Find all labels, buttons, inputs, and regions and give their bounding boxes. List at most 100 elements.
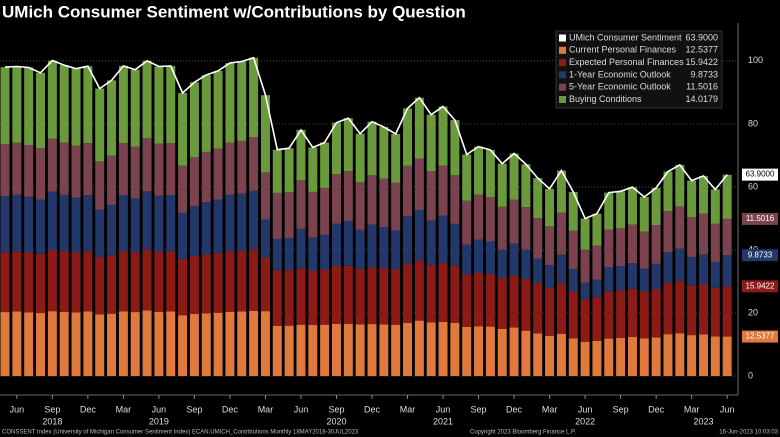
bar-segment — [130, 252, 140, 313]
x-tick-label: Jun — [294, 404, 309, 414]
bar-segment — [651, 187, 661, 226]
bar-segment — [568, 230, 578, 269]
bar-segment — [249, 249, 259, 311]
bar-segment — [71, 197, 81, 253]
bar-segment — [225, 194, 235, 252]
bar-segment — [0, 144, 10, 197]
bar-segment — [260, 172, 270, 220]
bar-segment — [687, 217, 697, 257]
bar-segment — [627, 263, 637, 289]
bar-segment — [355, 324, 365, 377]
bar-segment — [651, 225, 661, 264]
bar-segment — [675, 164, 685, 207]
bar-segment — [284, 238, 294, 271]
bar-segment — [272, 149, 282, 193]
bar-segment — [320, 234, 330, 270]
bar-segment — [485, 150, 495, 198]
bar-segment — [580, 218, 590, 250]
bar-segment — [722, 336, 732, 377]
legend-value: 14.0179 — [685, 94, 718, 104]
bar-segment — [213, 312, 223, 377]
bar-segment — [462, 244, 472, 275]
bar-segment — [71, 252, 81, 313]
bar-segment — [367, 267, 377, 325]
bar-segment — [391, 230, 401, 270]
bar-segment — [154, 143, 164, 196]
bar-segment — [698, 284, 708, 335]
bar-segment — [249, 137, 259, 191]
bar-segment — [331, 266, 341, 324]
bar-segment — [533, 218, 543, 259]
bar-segment — [403, 263, 413, 323]
bar-segment — [272, 269, 282, 326]
footer-text: Copyright 2023 Bloomberg Finance L.P. — [470, 430, 576, 436]
bar-segment — [592, 245, 602, 280]
bar-segment — [343, 220, 353, 266]
bar-segment — [47, 60, 57, 139]
bar-segment — [556, 170, 566, 213]
bar-segment — [260, 219, 270, 258]
bar-segment — [545, 226, 555, 266]
bar-segment — [521, 207, 531, 250]
bar-segment — [0, 196, 10, 253]
bar-segment — [379, 324, 389, 377]
bar-segment — [189, 82, 199, 158]
bar-segment — [142, 191, 152, 250]
bar-segment — [414, 320, 424, 377]
bar-segment — [367, 121, 377, 176]
bar-segment — [0, 252, 10, 313]
bar-segment — [533, 178, 543, 219]
bar-segment — [59, 142, 69, 195]
bar-segment — [47, 191, 57, 250]
bar-segment — [95, 209, 105, 257]
end-tag: 12.5377 — [742, 330, 778, 343]
legend-label: Buying Conditions — [569, 94, 642, 104]
bar-segment — [95, 161, 105, 210]
bar-segment — [130, 312, 140, 377]
bar-segment — [237, 193, 247, 251]
bar-segment — [675, 333, 685, 377]
bar-segment — [616, 290, 626, 338]
bar-segment — [426, 264, 436, 323]
bar-segment — [237, 61, 247, 141]
bar-segment — [474, 194, 484, 240]
bar-segment — [83, 66, 93, 144]
bar-segment — [201, 202, 211, 255]
bar-segment — [497, 163, 507, 207]
bar-segment — [580, 282, 590, 300]
bar-segment — [438, 263, 448, 322]
bar-segment — [308, 147, 318, 192]
bar-segment — [130, 69, 140, 147]
bar-segment — [663, 283, 673, 335]
bar-segment — [450, 223, 460, 266]
bar-segment — [627, 336, 637, 377]
legend-swatch — [559, 46, 566, 54]
bar-segment — [462, 274, 472, 327]
x-tick-label: Mar — [116, 404, 132, 414]
bar-segment — [438, 321, 448, 377]
bar-segment — [355, 182, 365, 230]
bar-segment — [107, 313, 117, 377]
bar-segment — [485, 197, 495, 242]
bar-segment — [474, 272, 484, 327]
bar-segment — [568, 291, 578, 339]
bar-segment — [367, 324, 377, 377]
bar-segment — [24, 196, 34, 253]
chart-title: UMich Consumer Sentiment w/Contributions… — [2, 2, 466, 21]
bar-segment — [604, 229, 614, 268]
bar-segment — [675, 281, 685, 334]
bar-segment — [497, 328, 507, 377]
bar-segment — [367, 224, 377, 268]
bar-segment — [687, 256, 697, 286]
x-tick-label: Dec — [506, 404, 523, 414]
bar-segment — [509, 327, 519, 377]
bar-segment — [403, 322, 413, 377]
end-tag: 11.5016 — [742, 212, 778, 225]
bar-segment — [249, 57, 259, 138]
bar-segment — [83, 195, 93, 252]
bar-segment — [355, 268, 365, 325]
bar-segment — [604, 291, 614, 339]
bar-segment — [663, 252, 673, 284]
bar-segment — [379, 178, 389, 227]
